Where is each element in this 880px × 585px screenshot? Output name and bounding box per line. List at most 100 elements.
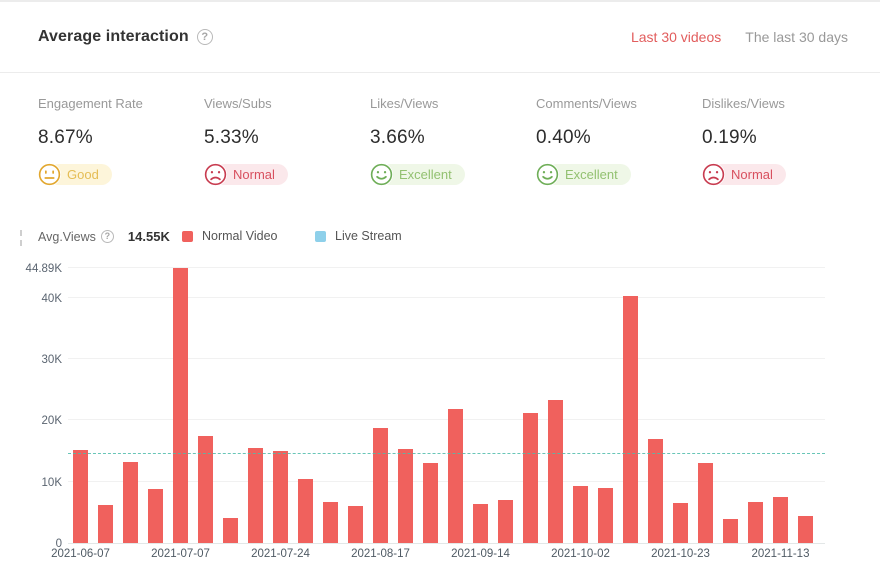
metric-likes-views: Likes/Views 3.66% Excellent <box>370 96 536 191</box>
rating-badge: Excellent <box>370 163 465 186</box>
header-divider <box>0 72 880 73</box>
dashed-divider <box>20 230 22 246</box>
rating-label: Good <box>48 164 112 185</box>
page-title: Average interaction <box>38 28 189 45</box>
metric-value: 5.33% <box>204 127 259 148</box>
bar[interactable] <box>398 448 413 543</box>
bar[interactable] <box>698 463 713 543</box>
y-tick-label: 10K <box>41 476 62 489</box>
sad-face-icon <box>702 163 725 186</box>
help-icon[interactable]: ? <box>100 230 114 243</box>
bar[interactable] <box>423 463 438 543</box>
metric-value: 8.67% <box>38 127 93 148</box>
rating-label: Normal <box>214 164 288 185</box>
bar[interactable] <box>223 517 238 543</box>
metric-dislikes-views: Dislikes/Views 0.19% Normal <box>702 96 868 191</box>
happy-face-icon <box>370 163 393 186</box>
metric-value: 3.66% <box>370 127 425 148</box>
bar[interactable] <box>373 428 388 543</box>
help-icon[interactable]: ? <box>196 29 213 45</box>
x-tick-label: 2021-11-13 <box>751 548 810 560</box>
metric-label: Engagement Rate <box>38 96 143 111</box>
x-tick-label: 2021-10-02 <box>551 548 610 560</box>
bar[interactable] <box>248 448 263 543</box>
legend-item-normal-video[interactable]: Normal Video <box>182 229 278 243</box>
range-tabs: Last 30 videos The last 30 days <box>631 2 848 72</box>
metric-label: Views/Subs <box>204 96 272 111</box>
rating-label: Excellent <box>546 164 631 185</box>
gridline <box>68 480 825 482</box>
bar[interactable] <box>123 462 138 543</box>
gridline <box>68 296 825 298</box>
avg-views-group: Avg.Views ? 14.55K <box>38 229 170 244</box>
plot-area <box>68 267 825 544</box>
gridline <box>68 419 825 421</box>
happy-face-icon <box>536 163 559 186</box>
bar[interactable] <box>573 486 588 543</box>
bar[interactable] <box>648 439 663 543</box>
metric-value: 0.19% <box>702 127 757 148</box>
gridline <box>68 267 825 268</box>
x-tick-label: 2021-10-23 <box>651 548 710 560</box>
chart-legend: Avg.Views ? 14.55K Normal Video Live Str… <box>0 229 880 249</box>
bar[interactable] <box>98 505 113 543</box>
metric-value: 0.40% <box>536 127 591 148</box>
bar[interactable] <box>523 412 538 543</box>
bar-chart: 44.89K 40K 30K 20K 10K 0 2021-06-07 2021-07-07… <box>0 254 880 579</box>
rating-badge: Excellent <box>536 163 631 186</box>
bar[interactable] <box>173 268 188 543</box>
avg-views-value: 14.55K <box>127 229 170 244</box>
metric-engagement-rate: Engagement Rate 8.67% Good <box>38 96 204 191</box>
x-tick-label: 2021-07-24 <box>251 548 310 560</box>
metric-views-subs: Views/Subs 5.33% Normal <box>204 96 370 191</box>
bar[interactable] <box>273 451 288 543</box>
bar[interactable] <box>723 519 738 543</box>
rating-label: Normal <box>712 164 786 185</box>
legend-label: Normal Video <box>202 229 278 243</box>
rating-badge: Good <box>38 163 112 186</box>
rating-badge: Normal <box>702 163 786 186</box>
bar[interactable] <box>73 449 88 543</box>
y-tick-label: 0 <box>55 538 62 550</box>
bar[interactable] <box>498 500 513 543</box>
avg-views-label: Avg.Views <box>38 229 96 244</box>
tab-last-30-videos[interactable]: Last 30 videos <box>630 29 722 45</box>
sad-face-icon <box>204 163 227 186</box>
rating-label: Excellent <box>380 164 465 185</box>
bar[interactable] <box>623 295 638 543</box>
bar[interactable] <box>348 506 363 543</box>
bar[interactable] <box>548 400 563 543</box>
legend-item-live-stream[interactable]: Live Stream <box>315 229 402 243</box>
y-tick-label: 44.89K <box>25 263 62 275</box>
y-tick-label: 40K <box>41 292 62 305</box>
bar[interactable] <box>148 489 163 543</box>
x-tick-label: 2021-06-07 <box>51 548 110 560</box>
normal-video-swatch-icon <box>182 230 193 242</box>
bar[interactable] <box>598 487 613 543</box>
bar[interactable] <box>673 503 688 543</box>
neutral-face-icon <box>38 163 61 186</box>
x-tick-label: 2021-08-17 <box>351 548 410 560</box>
metric-label: Likes/Views <box>370 96 439 111</box>
bar[interactable] <box>798 516 813 543</box>
bar[interactable] <box>473 504 488 543</box>
card-header: Average interaction ? Last 30 videos The… <box>0 2 880 72</box>
live-stream-swatch-icon <box>315 230 326 242</box>
legend-label: Live Stream <box>335 229 402 243</box>
y-tick-label: 20K <box>41 415 62 428</box>
x-tick-label: 2021-09-14 <box>451 548 510 560</box>
bar[interactable] <box>773 497 788 543</box>
metric-label: Dislikes/Views <box>702 96 785 111</box>
metric-label: Comments/Views <box>536 96 637 111</box>
avg-views-line <box>68 452 825 454</box>
bar[interactable] <box>323 501 338 543</box>
bar[interactable] <box>448 409 463 543</box>
metric-comments-views: Comments/Views 0.40% Excellent <box>536 96 702 191</box>
rating-badge: Normal <box>204 163 288 186</box>
gridline <box>68 358 825 360</box>
tab-last-30-days[interactable]: The last 30 days <box>745 29 848 45</box>
bar[interactable] <box>198 436 213 543</box>
bar[interactable] <box>298 479 313 543</box>
bar[interactable] <box>748 501 763 543</box>
